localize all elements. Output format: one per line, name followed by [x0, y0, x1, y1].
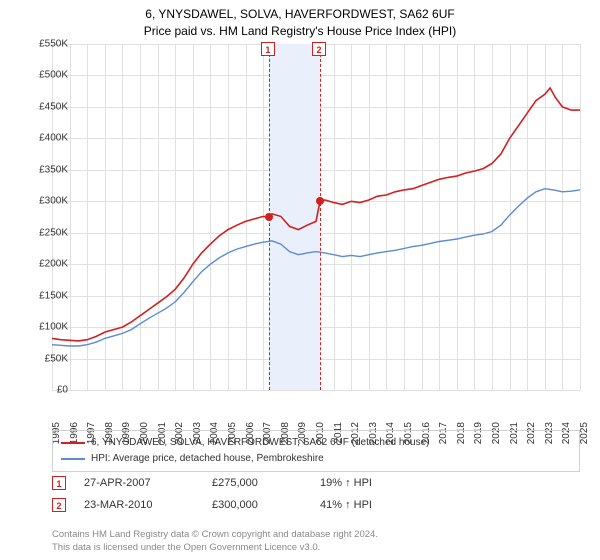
- sale-date: 23-MAR-2010: [84, 499, 194, 511]
- chart-container: 6, YNYSDAWEL, SOLVA, HAVERFORDWEST, SA62…: [0, 0, 600, 560]
- y-tick-label: £450K: [28, 101, 68, 112]
- y-tick-label: £500K: [28, 70, 68, 81]
- y-tick-label: £200K: [28, 259, 68, 270]
- sale-marker-icon: 1: [52, 476, 66, 490]
- sale-vs-hpi: 19% ↑ HPI: [320, 477, 410, 489]
- y-tick-label: £550K: [28, 39, 68, 50]
- sale-price: £300,000: [212, 499, 302, 511]
- chart-plot-area: 12: [52, 44, 580, 390]
- line-series-svg: [52, 44, 580, 390]
- sale-date: 27-APR-2007: [84, 477, 194, 489]
- legend: 6, YNYSDAWEL, SOLVA, HAVERFORDWEST, SA62…: [52, 430, 580, 472]
- y-tick-label: £150K: [28, 290, 68, 301]
- footer-attribution: Contains HM Land Registry data © Crown c…: [52, 529, 580, 554]
- sale-row: 2 23-MAR-2010 £300,000 41% ↑ HPI: [52, 494, 580, 516]
- sale-row: 1 27-APR-2007 £275,000 19% ↑ HPI: [52, 472, 580, 494]
- sale-marker-icon: 2: [52, 498, 66, 512]
- x-tick-label: 2025: [579, 422, 590, 444]
- y-tick-label: £400K: [28, 133, 68, 144]
- chart-title: 6, YNYSDAWEL, SOLVA, HAVERFORDWEST, SA62…: [0, 0, 600, 40]
- legend-label: HPI: Average price, detached house, Pemb…: [91, 451, 324, 467]
- marker-number-icon: 2: [312, 42, 326, 56]
- legend-item: 6, YNYSDAWEL, SOLVA, HAVERFORDWEST, SA62…: [61, 435, 571, 451]
- footer-line-2: This data is licensed under the Open Gov…: [52, 542, 580, 554]
- y-tick-label: £50K: [28, 353, 68, 364]
- legend-label: 6, YNYSDAWEL, SOLVA, HAVERFORDWEST, SA62…: [91, 435, 429, 451]
- y-tick-label: £0: [28, 385, 68, 396]
- legend-swatch: [61, 458, 85, 460]
- y-tick-label: £100K: [28, 322, 68, 333]
- marker-number-icon: 1: [261, 42, 275, 56]
- title-line-2: Price paid vs. HM Land Registry's House …: [0, 23, 600, 40]
- y-tick-label: £250K: [28, 227, 68, 238]
- y-tick-label: £350K: [28, 164, 68, 175]
- legend-swatch: [61, 442, 85, 444]
- y-tick-label: £300K: [28, 196, 68, 207]
- series-line: [52, 88, 580, 341]
- footer-line-1: Contains HM Land Registry data © Crown c…: [52, 529, 580, 541]
- sale-price: £275,000: [212, 477, 302, 489]
- title-line-1: 6, YNYSDAWEL, SOLVA, HAVERFORDWEST, SA62…: [0, 6, 600, 23]
- sale-point-icon: [316, 197, 324, 205]
- sale-point-icon: [265, 213, 273, 221]
- legend-item: HPI: Average price, detached house, Pemb…: [61, 451, 571, 467]
- sale-vs-hpi: 41% ↑ HPI: [320, 499, 410, 511]
- sales-table: 1 27-APR-2007 £275,000 19% ↑ HPI 2 23-MA…: [52, 472, 580, 516]
